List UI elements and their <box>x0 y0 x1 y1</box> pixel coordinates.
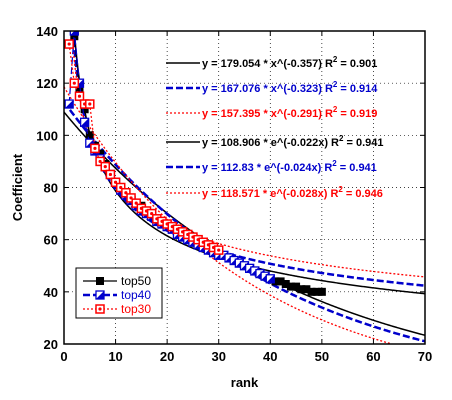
data-point-top50 <box>297 285 306 294</box>
y-tick-label: 120 <box>36 76 58 91</box>
data-point-top30 <box>85 99 95 109</box>
data-point-top50 <box>85 131 94 140</box>
data-point-top50 <box>286 282 295 291</box>
data-point-top50 <box>312 287 321 296</box>
data-point-top50 <box>307 287 316 296</box>
data-point-top50 <box>70 32 79 41</box>
data-point-top50 <box>276 277 285 286</box>
data-point-top50 <box>302 285 311 294</box>
fit-equation-text: y = 118.571 * e^(-0.028x) R2 = 0.946 <box>202 185 383 200</box>
fit-equation-row-2: y = 167.076 * x^(-0.323) R2 = 0.914 <box>166 80 378 95</box>
legend-item-top40: top40 <box>83 288 151 302</box>
data-points <box>64 1 326 296</box>
fit-equation-text: y = 167.076 * x^(-0.323) R2 = 0.914 <box>202 80 378 95</box>
x-axis-title: rank <box>231 375 259 390</box>
y-tick-label: 100 <box>36 128 58 143</box>
data-point-top30 <box>105 169 116 180</box>
fit-equation-row-4: y = 108.906 * e^(-0.022x) R2 = 0.941 <box>166 134 384 149</box>
data-point-top50 <box>65 1 73 9</box>
fit-curve-2 <box>71 31 425 287</box>
data-point-top50 <box>80 105 89 114</box>
fit-equation-text: y = 179.054 * x^(-0.357) R2 = 0.901 <box>202 55 377 70</box>
legend-label: top50 <box>121 274 151 288</box>
y-tick-label: 20 <box>44 337 58 352</box>
legend-item-top30: top30 <box>83 302 151 316</box>
data-point-top30 <box>69 78 80 88</box>
data-point-top50 <box>317 287 326 296</box>
fit-equation-row-5: y = 112.83 * e^(-0.024x) R2 = 0.941 <box>166 159 377 174</box>
data-point-top40 <box>265 274 275 284</box>
y-tick-label: 140 <box>36 24 58 39</box>
y-tick-label: 40 <box>44 285 58 300</box>
data-point-top40 <box>64 99 74 109</box>
legend-label: top30 <box>121 302 151 316</box>
data-point-top50 <box>292 282 301 291</box>
data-point-top50 <box>96 149 105 158</box>
fit-equation-row-6: y = 118.571 * e^(-0.028x) R2 = 0.946 <box>166 185 383 200</box>
legend-box <box>75 267 163 319</box>
data-point-top50 <box>75 84 84 93</box>
x-tick-label: 30 <box>211 349 225 364</box>
fit-equations: y = 179.054 * x^(-0.357) R2 = 0.901 y = 1… <box>166 55 384 200</box>
fit-equation-text: y = 112.83 * e^(-0.024x) R2 = 0.941 <box>202 159 377 174</box>
x-tick-label: 0 <box>60 349 67 364</box>
fit-equation-text: y = 157.395 * x^(-0.291) R2 = 0.919 <box>202 105 377 120</box>
legend-swatch-marker <box>95 304 105 314</box>
data-point-top40 <box>69 31 79 36</box>
legend-swatch-marker <box>95 290 105 300</box>
x-tick-label: 10 <box>108 349 122 364</box>
data-point-top30 <box>64 39 74 49</box>
x-tick-label: 40 <box>263 349 277 364</box>
data-point-top30 <box>95 156 105 167</box>
fit-equation-row-1: y = 179.054 * x^(-0.357) R2 = 0.901 <box>166 55 377 70</box>
fit-curve-6 <box>64 86 395 344</box>
data-point-top30 <box>121 187 131 198</box>
legend-swatch-marker <box>96 277 104 285</box>
legend-item-top50: top50 <box>83 274 151 288</box>
y-tick-label: 60 <box>44 233 58 248</box>
y-axis-title: Coefficient <box>10 153 25 221</box>
data-point-top30 <box>213 245 224 255</box>
x-tick-label: 20 <box>160 349 174 364</box>
fit-equation-text: y = 108.906 * e^(-0.022x) R2 = 0.941 <box>202 134 384 149</box>
x-tick-label: 50 <box>315 349 329 364</box>
x-tick-label: 70 <box>418 349 432 364</box>
x-tick-label: 60 <box>366 349 380 364</box>
data-point-top30 <box>100 161 111 172</box>
data-point-top40 <box>79 117 90 127</box>
data-point-top30 <box>131 198 141 208</box>
data-point-top50 <box>271 277 280 286</box>
legend-label: top40 <box>121 288 151 302</box>
data-point-top30 <box>90 143 100 154</box>
series-top30 <box>64 39 224 255</box>
data-point-top30 <box>74 91 85 101</box>
axis-ticks: 0 10 20 30 40 50 60 70 20 40 60 80 100 120 140 <box>36 24 432 364</box>
fit-equation-row-3: y = 157.395 * x^(-0.291) R2 = 0.919 <box>166 105 377 120</box>
y-tick-label: 80 <box>44 181 58 196</box>
data-point-top50 <box>281 280 290 289</box>
